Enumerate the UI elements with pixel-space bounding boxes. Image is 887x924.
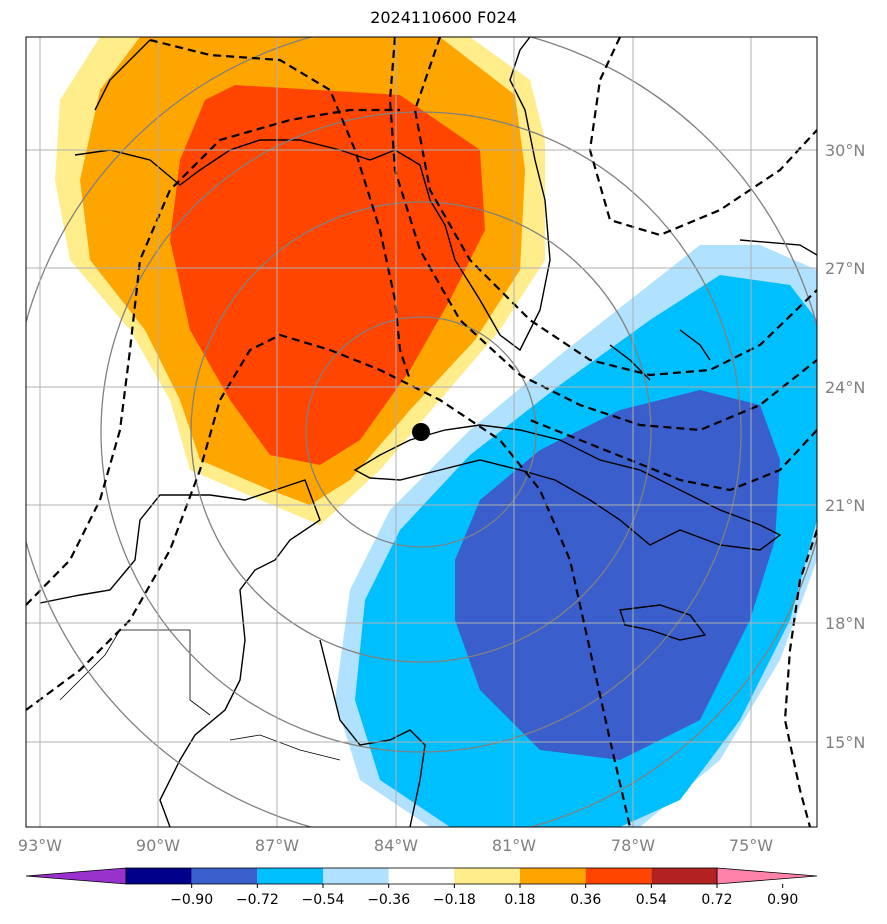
- map-frame: [25, 36, 818, 828]
- longitude-labels: 93°W 90°W 87°W 84°W 81°W 78°W 75°W: [18, 836, 773, 855]
- map-title: 2024110600 F024: [370, 8, 517, 27]
- lon-label: 75°W: [729, 836, 773, 855]
- lon-label: 84°W: [374, 836, 418, 855]
- lat-label: 15°N: [825, 733, 865, 752]
- gridlines: [26, 37, 817, 827]
- lon-label: 90°W: [136, 836, 180, 855]
- colorbar-tick-label: 0.72: [701, 892, 732, 908]
- anomaly-negative-0.54: [455, 390, 780, 760]
- colorbar-tick-label: −0.90: [170, 892, 213, 908]
- colorbar-swatch: [651, 868, 717, 884]
- lon-label: 78°W: [611, 836, 655, 855]
- colorbar-tick-label: 0.90: [767, 892, 798, 908]
- colorbar-swatch: [126, 868, 192, 884]
- colorbar-tick-label: −0.36: [367, 892, 410, 908]
- map-area: [26, 37, 817, 827]
- colorbar-swatch: [388, 868, 455, 884]
- colorbar-swatch: [323, 868, 389, 884]
- lat-label: 21°N: [825, 496, 865, 515]
- colorbar-tick-label: −0.54: [302, 892, 345, 908]
- colorbar-frame: [125, 867, 718, 885]
- lon-label: 87°W: [255, 836, 299, 855]
- range-rings: [26, 37, 817, 827]
- colorbar-extend-min: [25, 867, 127, 885]
- latitude-labels: 30°N 27°N 24°N 21°N 18°N 15°N: [825, 141, 865, 752]
- colorbar-swatch: [257, 868, 323, 884]
- lat-label: 27°N: [825, 259, 865, 278]
- colorbar: −0.90 −0.72 −0.54 −0.36 −0.18 0.18 0.36 0.54 0.7…: [25, 867, 818, 908]
- storm-center-marker: [412, 423, 430, 441]
- colorbar-tick-label: −0.72: [236, 892, 279, 908]
- colorbar-tick-label: 0.36: [570, 892, 601, 908]
- colorbar-swatch: [454, 868, 520, 884]
- colorbar-tick-label: −0.18: [433, 892, 476, 908]
- colorbar-tick-label: 0.18: [504, 892, 535, 908]
- dashed-contours: [26, 37, 817, 827]
- colorbar-swatch: [191, 868, 258, 884]
- colorbar-tick-label: 0.54: [636, 892, 667, 908]
- lon-label: 81°W: [492, 836, 536, 855]
- lat-label: 24°N: [825, 378, 865, 397]
- colorbar-extend-max: [716, 867, 818, 885]
- colorbar-swatch: [585, 868, 652, 884]
- lat-label: 18°N: [825, 614, 865, 633]
- colorbar-swatch: [520, 868, 586, 884]
- lon-label: 93°W: [18, 836, 62, 855]
- lat-label: 30°N: [825, 141, 865, 160]
